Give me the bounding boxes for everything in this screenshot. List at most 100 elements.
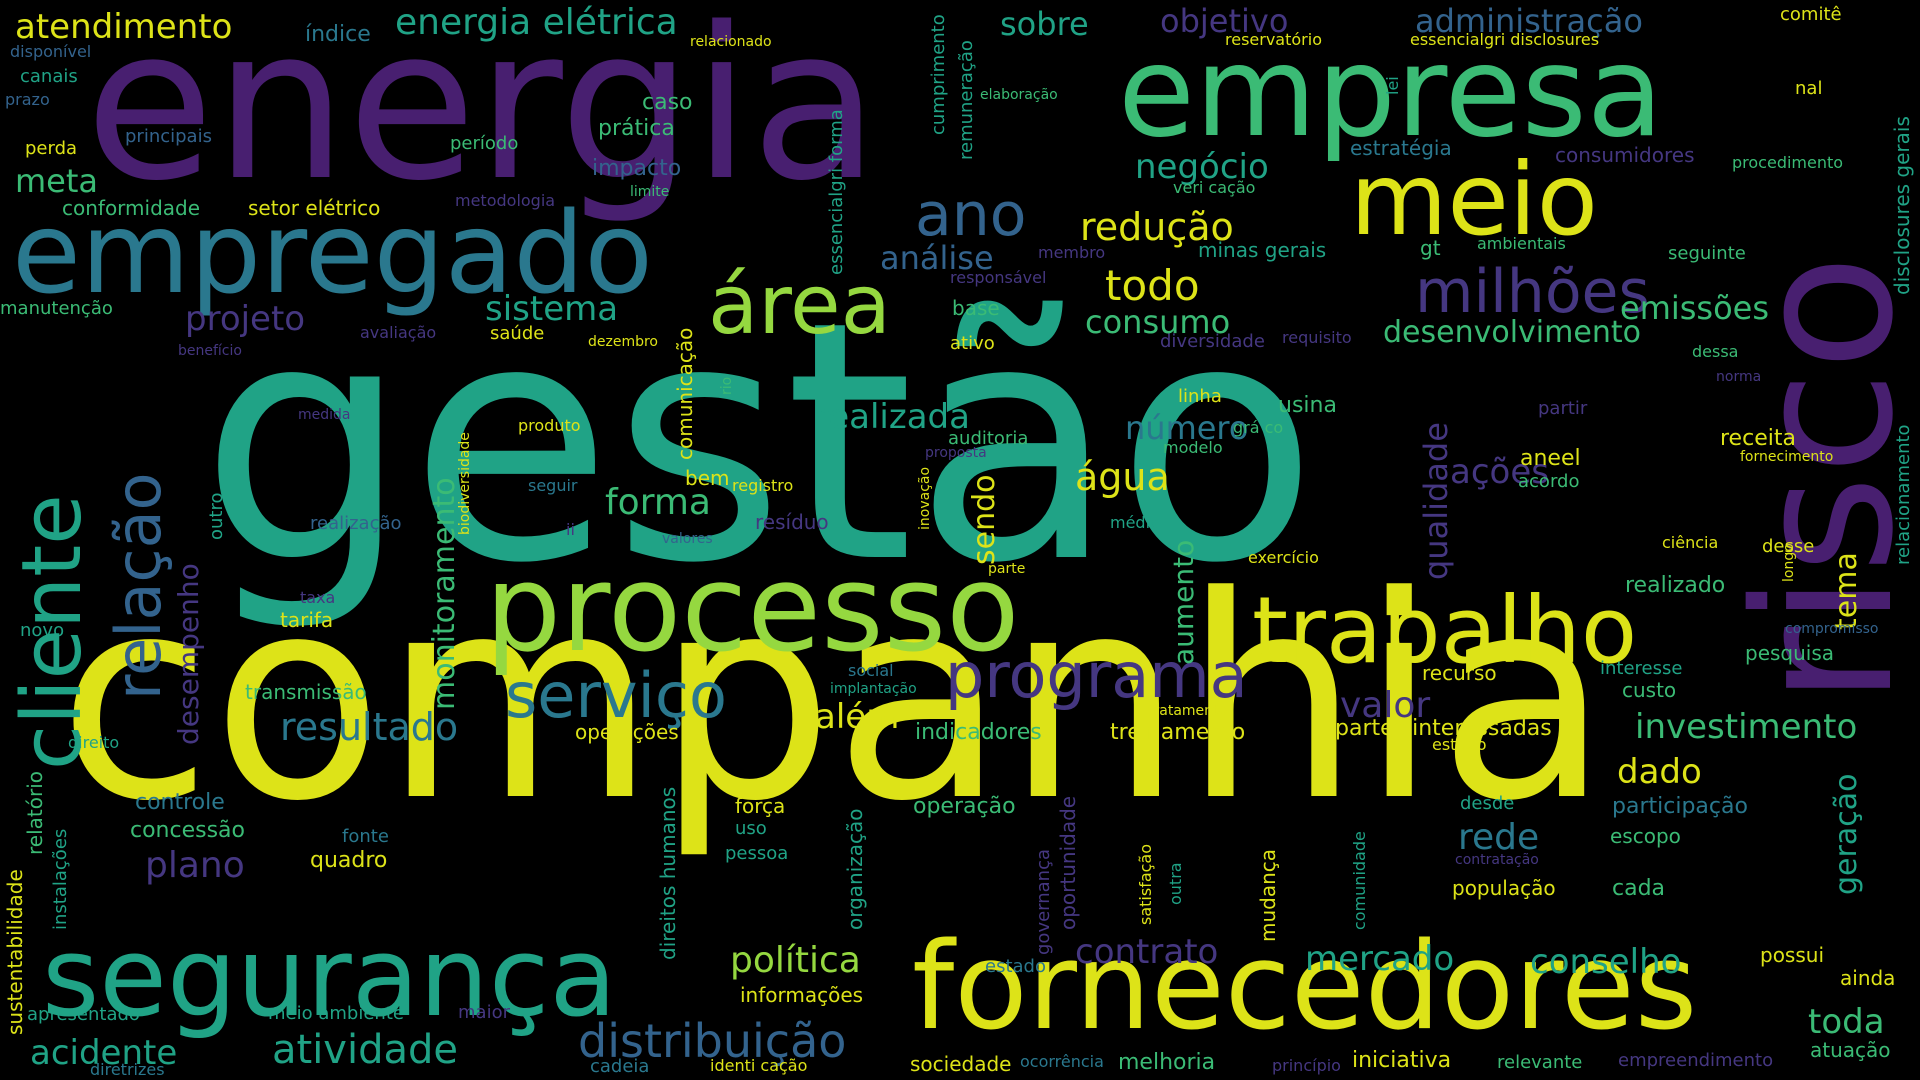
word-fornecimento: fornecimento bbox=[1740, 449, 1834, 465]
word-produto: produto bbox=[518, 416, 581, 435]
word-transmissao: transmissão bbox=[245, 680, 367, 704]
word-objetivo: objetivo bbox=[1160, 2, 1289, 40]
word-acoes: ações bbox=[1450, 452, 1549, 492]
word-uso: uso bbox=[735, 818, 767, 839]
word-direitos-humanos: direitos humanos bbox=[656, 786, 680, 960]
word-rio: rio bbox=[719, 376, 735, 395]
word-escopo: escopo bbox=[1610, 824, 1681, 848]
word-maior: maior bbox=[458, 1002, 510, 1023]
word-ii: ii bbox=[566, 520, 575, 539]
word-tratamento: tratamento bbox=[1148, 703, 1228, 719]
word-avaliacao: avaliação bbox=[360, 323, 437, 342]
word-veri-cacao: veri cação bbox=[1173, 178, 1256, 197]
word-processo: processo bbox=[485, 540, 1020, 679]
word-servico: serviço bbox=[505, 659, 727, 732]
word-fonte: fonte bbox=[342, 826, 389, 847]
word-valores: valores bbox=[662, 531, 713, 547]
word-dessa: dessa bbox=[1692, 342, 1739, 361]
word-populacao: população bbox=[1452, 876, 1556, 900]
word-direito: direito bbox=[68, 733, 120, 752]
word-oportunidade: oportunidade bbox=[1056, 795, 1080, 930]
word-parte: parte bbox=[988, 561, 1026, 577]
word-area: área bbox=[708, 258, 891, 353]
word-operacao: operação bbox=[913, 794, 1016, 819]
word-seguranca: segurança bbox=[42, 913, 617, 1041]
word-seguir: seguir bbox=[528, 476, 578, 495]
word-ano: ano bbox=[915, 180, 1027, 250]
word-comunidade: comunidade bbox=[1350, 831, 1369, 930]
word-empreendimento: empreendimento bbox=[1618, 1050, 1774, 1071]
word-base: base bbox=[952, 296, 1000, 320]
word-agua: água bbox=[1075, 455, 1170, 499]
word-manutencao: manutenção bbox=[0, 298, 113, 319]
word-ambientais: ambientais bbox=[1477, 234, 1566, 253]
word-conformidade: conformidade bbox=[62, 196, 201, 220]
word-disponivel: disponível bbox=[10, 42, 92, 61]
word-contratacao: contratação bbox=[1455, 852, 1539, 868]
word-aneel: aneel bbox=[1520, 446, 1581, 471]
word-politica: política bbox=[730, 940, 861, 981]
word-norma: norma bbox=[1716, 369, 1762, 385]
word-negocio: negócio bbox=[1135, 147, 1269, 187]
word-novo: novo bbox=[20, 620, 65, 641]
word-fornecedores: fornecedores bbox=[912, 918, 1698, 1057]
word-custo: custo bbox=[1622, 678, 1677, 702]
word-cumprimento: cumprimento bbox=[928, 14, 949, 135]
word-plano: plano bbox=[145, 845, 245, 886]
word-ciencia: ciência bbox=[1662, 533, 1719, 552]
word-conselho: conselho bbox=[1530, 942, 1682, 982]
word-indicadores: indicadores bbox=[915, 720, 1042, 745]
word-controle: controle bbox=[135, 790, 225, 815]
word-milhoes: milhões bbox=[1415, 257, 1650, 327]
word-reservatorio: reservatório bbox=[1225, 30, 1322, 49]
word-longo: longo bbox=[1781, 543, 1797, 582]
word-sustentabilidade: sustentabilidade bbox=[3, 869, 27, 1035]
word-emissoes: emissões bbox=[1620, 289, 1770, 327]
word-relevante: relevante bbox=[1497, 1052, 1583, 1073]
word-bem: bem bbox=[685, 466, 730, 490]
word-empresa: empresa bbox=[1118, 20, 1664, 165]
word-proposta: proposta bbox=[925, 445, 987, 461]
word-media: média bbox=[1110, 513, 1160, 532]
word-partes-interessadas: partes interessadas bbox=[1335, 716, 1552, 741]
word-relacionamento: relacionamento bbox=[1893, 424, 1914, 565]
word-companhia: companhia bbox=[58, 537, 1610, 863]
word-sistema: sistema bbox=[485, 289, 619, 329]
word-mudanca: mudança bbox=[1256, 848, 1280, 942]
word-alem: além bbox=[815, 697, 900, 737]
word-seguinte: seguinte bbox=[1668, 243, 1746, 264]
word-outra: outra bbox=[1166, 862, 1185, 905]
word-iniciativa: iniciativa bbox=[1352, 1048, 1452, 1073]
word-tema: tema bbox=[1829, 552, 1864, 630]
word-registro: registro bbox=[732, 476, 794, 495]
word-modelo: modelo bbox=[1163, 438, 1223, 457]
word-linha: linha bbox=[1178, 386, 1222, 407]
word-aumento: aumento bbox=[1167, 539, 1200, 665]
word-todo: todo bbox=[1105, 261, 1200, 310]
word-ativo: ativo bbox=[950, 333, 995, 354]
word-membro: membro bbox=[1038, 243, 1106, 262]
word-limite: limite bbox=[630, 184, 670, 200]
word-medida: medida bbox=[298, 407, 351, 423]
word-dado: dado bbox=[1617, 752, 1702, 792]
word-metodologia: metodologia bbox=[455, 191, 556, 210]
word-receita: receita bbox=[1720, 426, 1796, 451]
word-sobre: sobre bbox=[1000, 5, 1089, 43]
word-rede: rede bbox=[1458, 817, 1540, 858]
word-caso: caso bbox=[642, 90, 693, 115]
word-toda: toda bbox=[1808, 1002, 1885, 1042]
word-gestao: gestão bbox=[200, 251, 1318, 635]
word-relacao: relação bbox=[102, 472, 175, 700]
word-participacao: participação bbox=[1612, 794, 1748, 819]
word-atendimento: atendimento bbox=[15, 7, 233, 47]
word-diretrizes: diretrizes bbox=[90, 1060, 165, 1079]
word-energia-eletrica: energia elétrica bbox=[395, 2, 678, 43]
word-exercicio: exercício bbox=[1248, 548, 1319, 567]
word-saude: saúde bbox=[490, 323, 545, 344]
word-tarifa: tarifa bbox=[280, 608, 334, 632]
word-sendo: sendo bbox=[967, 474, 1002, 566]
word-desde: desde bbox=[1460, 793, 1515, 814]
word-administracao: administração bbox=[1415, 2, 1643, 40]
word-social: social bbox=[848, 661, 894, 680]
word-trabalho: trabalho bbox=[1252, 577, 1638, 684]
